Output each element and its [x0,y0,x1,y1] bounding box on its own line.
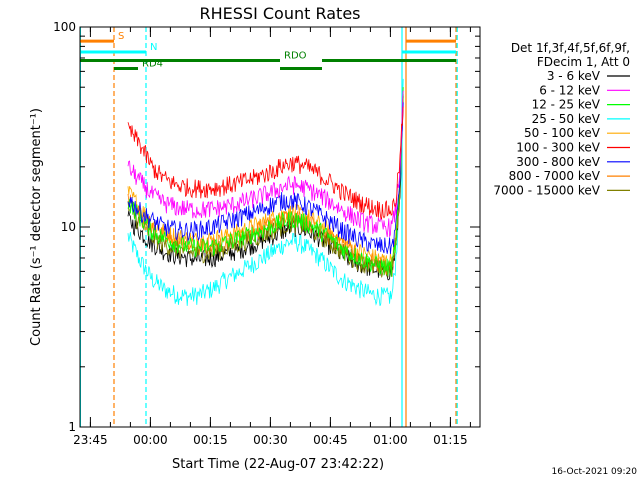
x-tick-label-2: 00:15 [193,433,228,447]
series-line-8 [127,94,404,278]
state-bar-label-rdo: RDO [284,50,307,61]
series-line-2 [127,87,404,277]
x-axis-ticks: 23:45 00:00 00:15 00:30 00:45 01:00 01:15 [73,27,471,447]
legend: Det 1f,3f,4f,5f,6f,9f, FDecim 1, Att 0 3… [493,41,630,197]
state-bars: S N RDO RD4 [80,31,456,71]
y-tick-label-0: 1 [68,420,76,434]
x-tick-label-4: 00:45 [313,433,348,447]
legend-header-detectors: Det 1f,3f,4f,5f,6f,9f, [511,41,630,55]
series-line-5 [127,106,404,221]
y-tick-label-1: 10 [61,220,76,234]
legend-label-3: 25 - 50 keV [532,112,601,126]
series-line-0 [127,96,404,281]
legend-label-6: 300 - 800 keV [516,155,600,169]
vertical-markers [79,27,458,427]
legend-label-5: 100 - 300 keV [516,141,600,155]
legend-label-7: 800 - 7000 keV [509,169,601,183]
series-line-6 [127,102,404,255]
legend-label-8: 7000 - 15000 keV [493,183,600,197]
series-line-3 [127,78,404,306]
x-tick-label-6: 01:15 [433,433,468,447]
chart-title: RHESSI Count Rates [200,4,361,23]
x-tick-label-1: 00:00 [133,433,168,447]
y-axis-ticks: 1 10 100 [53,20,480,434]
state-bar-label-s: S [118,31,124,42]
series-line-1 [127,90,404,238]
legend-label-1: 6 - 12 keV [539,83,601,97]
y-axis-label: Count Rate (s⁻¹ detector segment⁻¹) [29,108,44,346]
state-bar-label-rd4: RD4 [142,59,163,70]
x-tick-label-5: 01:00 [373,433,408,447]
footer-timestamp: 16-Oct-2021 09:20 [552,467,638,477]
series-line-4 [127,87,404,269]
x-tick-label-3: 00:30 [253,433,288,447]
legend-label-2: 12 - 25 keV [532,98,601,112]
state-bar-label-n: N [150,42,157,53]
legend-label-0: 3 - 6 keV [547,69,601,83]
legend-header-decim: FDecim 1, Att 0 [537,55,630,69]
series-lines [127,78,404,306]
x-tick-label-0: 23:45 [73,433,108,447]
y-tick-label-2: 100 [53,20,76,34]
legend-label-4: 50 - 100 keV [524,126,601,140]
x-axis-label: Start Time (22-Aug-07 23:42:22) [172,457,384,472]
